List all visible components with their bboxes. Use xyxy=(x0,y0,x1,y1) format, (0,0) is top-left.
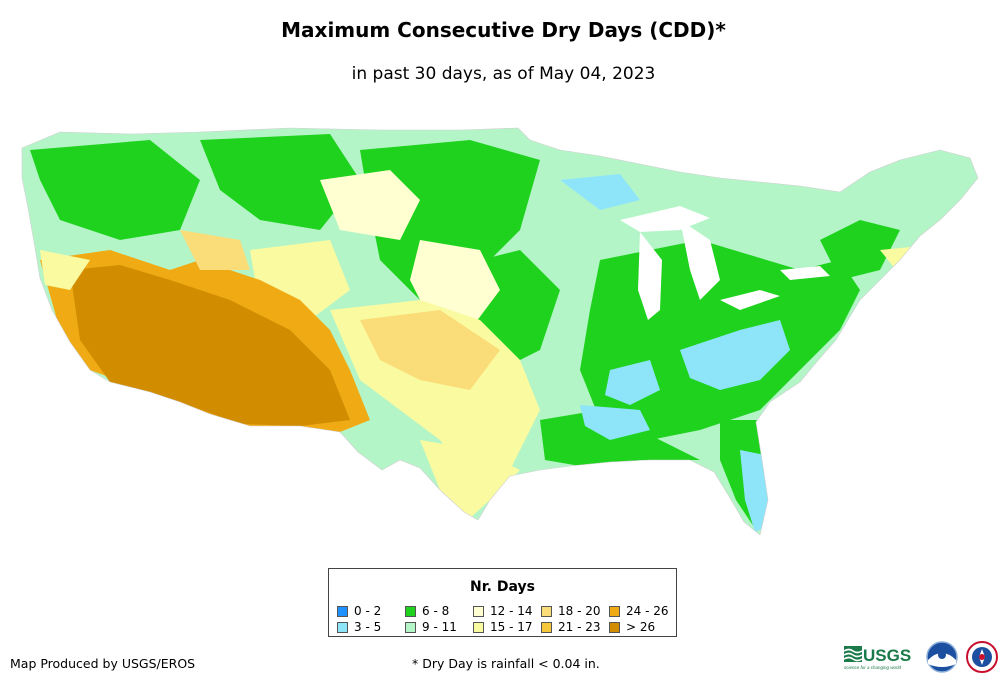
legend-item-24-26: 24 - 26 xyxy=(609,603,677,619)
noaa-bird-icon xyxy=(938,651,946,659)
legend-label: > 26 xyxy=(626,620,656,634)
legend: Nr. Days 0 - 2 3 - 5 6 - 8 9 - 11 12 - 1… xyxy=(328,568,677,637)
legend-item-0-2: 0 - 2 xyxy=(337,603,405,619)
noaa-wordmark: noaa xyxy=(936,662,947,668)
agency-logos: USGS science for a changing world noaa xyxy=(843,641,998,673)
usgs-logo: USGS science for a changing world xyxy=(843,646,911,670)
legend-label: 15 - 17 xyxy=(490,620,533,634)
noaa-logo: noaa xyxy=(926,641,958,673)
legend-swatch xyxy=(541,621,552,633)
legend-label: 12 - 14 xyxy=(490,604,533,618)
legend-item-12-14: 12 - 14 xyxy=(473,603,541,619)
legend-item-18-20: 18 - 20 xyxy=(541,603,609,619)
legend-grid: 0 - 2 3 - 5 6 - 8 9 - 11 12 - 14 15 - 17… xyxy=(337,603,677,635)
legend-item-6-8: 6 - 8 xyxy=(405,603,473,619)
legend-item-9-11: 9 - 11 xyxy=(405,619,473,635)
us-cdd-map xyxy=(21,127,979,536)
legend-item-15-17: 15 - 17 xyxy=(473,619,541,635)
legend-swatch xyxy=(405,621,416,633)
map-subtitle: in past 30 days, as of May 04, 2023 xyxy=(351,64,656,84)
legend-label: 0 - 2 xyxy=(354,604,382,618)
legend-swatch xyxy=(541,605,552,617)
legend-label: 6 - 8 xyxy=(422,604,450,618)
legend-label: 3 - 5 xyxy=(354,620,382,634)
legend-swatch xyxy=(337,621,348,633)
legend-swatch xyxy=(609,605,620,617)
usgs-tagline: science for a changing world xyxy=(844,665,902,670)
legend-label: 24 - 26 xyxy=(626,604,669,618)
legend-item-gt-26: > 26 xyxy=(609,619,677,635)
legend-swatch xyxy=(337,605,348,617)
legend-swatch xyxy=(473,621,484,633)
legend-label: 21 - 23 xyxy=(558,620,601,634)
legend-swatch xyxy=(473,605,484,617)
legend-item-21-23: 21 - 23 xyxy=(541,619,609,635)
nws-logo xyxy=(966,641,998,673)
dry-day-footnote: * Dry Day is rainfall < 0.04 in. xyxy=(412,656,600,671)
legend-label: 9 - 11 xyxy=(422,620,457,634)
legend-swatch xyxy=(405,605,416,617)
legend-item-3-5: 3 - 5 xyxy=(337,619,405,635)
usgs-wave-icon xyxy=(843,646,863,662)
usgs-wordmark: USGS xyxy=(863,646,911,665)
map-title: Maximum Consecutive Dry Days (CDD)* xyxy=(281,18,726,42)
legend-title: Nr. Days xyxy=(470,579,535,595)
legend-swatch xyxy=(609,621,620,633)
map-credit: Map Produced by USGS/EROS xyxy=(10,656,196,671)
legend-label: 18 - 20 xyxy=(558,604,601,618)
